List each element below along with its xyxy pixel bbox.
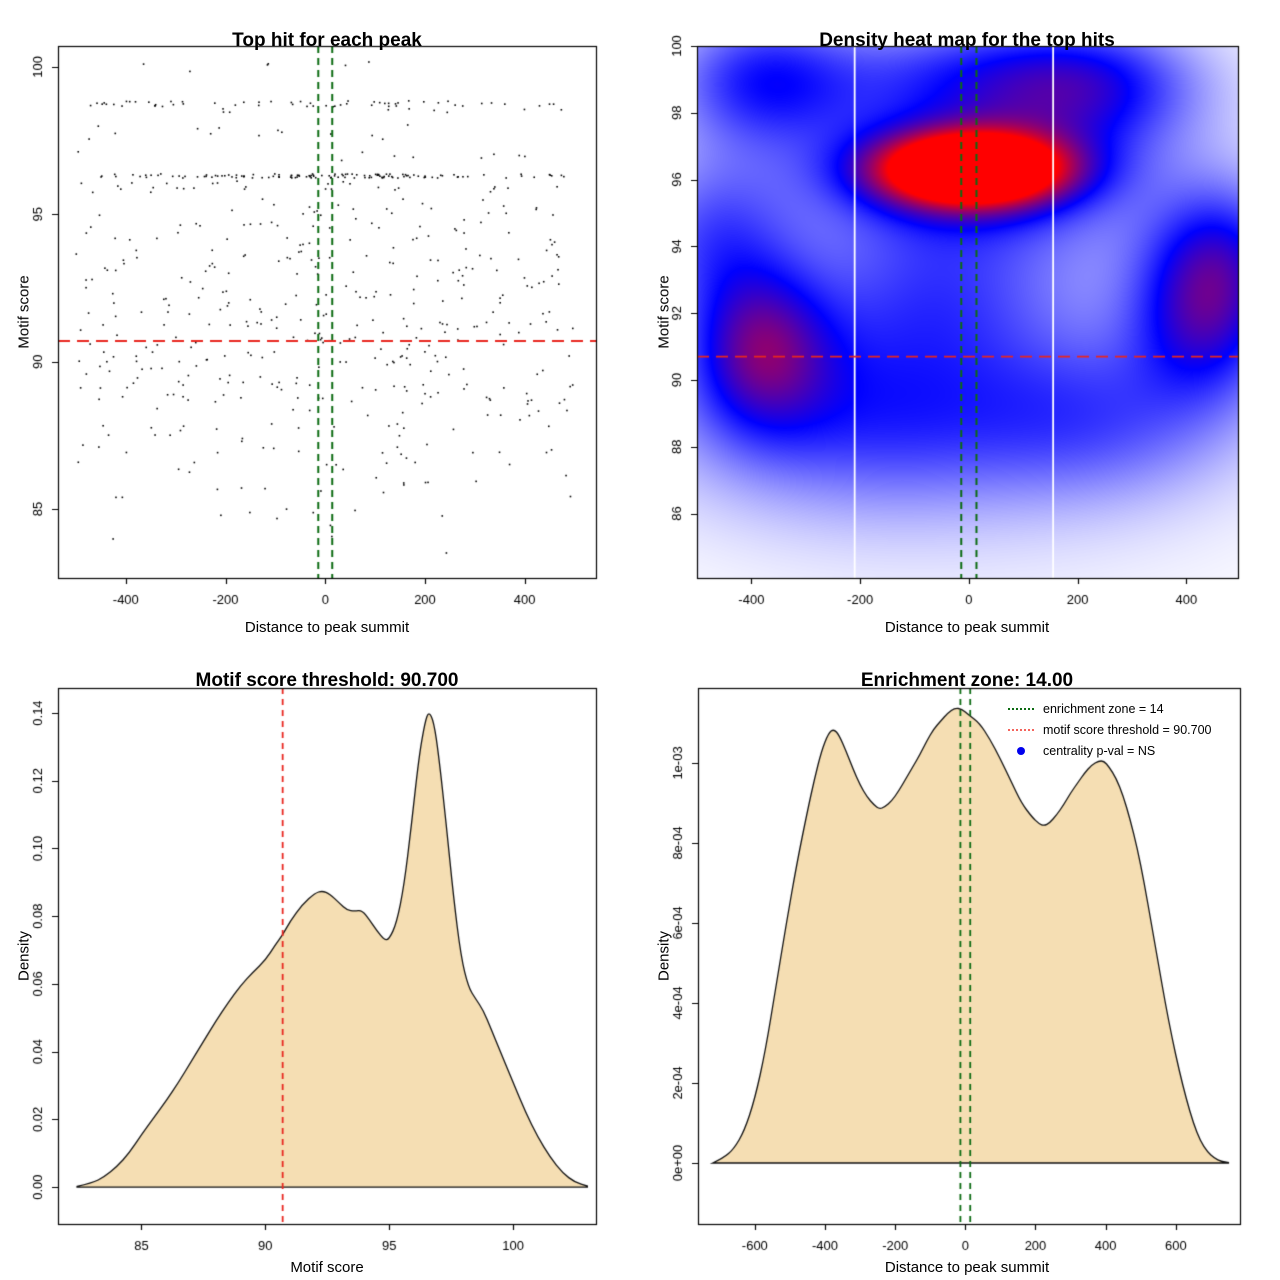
legend-label: centrality p-val = NS <box>1043 743 1156 758</box>
y-axis-label: Motif score <box>655 275 673 349</box>
scatter-title: Top hit for each peak <box>232 29 422 51</box>
panel-motif-score-density: Motif score threshold: 90.700 Motif scor… <box>0 640 640 1280</box>
heatmap-canvas <box>640 0 1280 640</box>
y-axis-label: Motif score <box>15 275 33 349</box>
x-axis-label: Distance to peak summit <box>884 619 1050 636</box>
x-axis-label: Distance to peak summit <box>884 1259 1050 1276</box>
score-density-canvas <box>0 640 640 1280</box>
legend-label: motif score threshold = 90.700 <box>1043 722 1212 737</box>
distance-density-title: Enrichment zone: 14.00 <box>860 669 1074 691</box>
distance-density-canvas <box>640 640 1280 1280</box>
panel-top-hit-scatter: Top hit for each peak Distance to peak s… <box>0 0 640 640</box>
heatmap-title: Density heat map for the top hits <box>819 29 1115 51</box>
scatter-canvas <box>0 0 640 640</box>
legend-item-score-threshold: motif score threshold = 90.700 <box>1008 719 1212 740</box>
y-axis-label: Density <box>655 930 673 982</box>
legend: enrichment zone = 14 motif score thresho… <box>1008 698 1212 761</box>
x-axis-label: Motif score <box>290 1259 364 1276</box>
x-axis-label: Distance to peak summit <box>244 619 410 636</box>
legend-dot-icon <box>1017 746 1025 755</box>
dotted-line-icon <box>1008 728 1034 731</box>
panel-distance-density: Enrichment zone: 14.00 Distance to peak … <box>640 640 1280 1280</box>
legend-label: enrichment zone = 14 <box>1043 701 1164 716</box>
legend-item-centrality-pval: centrality p-val = NS <box>1008 740 1212 761</box>
dotted-line-icon <box>1008 707 1034 710</box>
legend-item-enrichment-zone: enrichment zone = 14 <box>1008 698 1212 719</box>
y-axis-label: Density <box>15 930 33 982</box>
panel-density-heatmap: Density heat map for the top hits Distan… <box>640 0 1280 640</box>
score-density-title: Motif score threshold: 90.700 <box>195 669 459 691</box>
